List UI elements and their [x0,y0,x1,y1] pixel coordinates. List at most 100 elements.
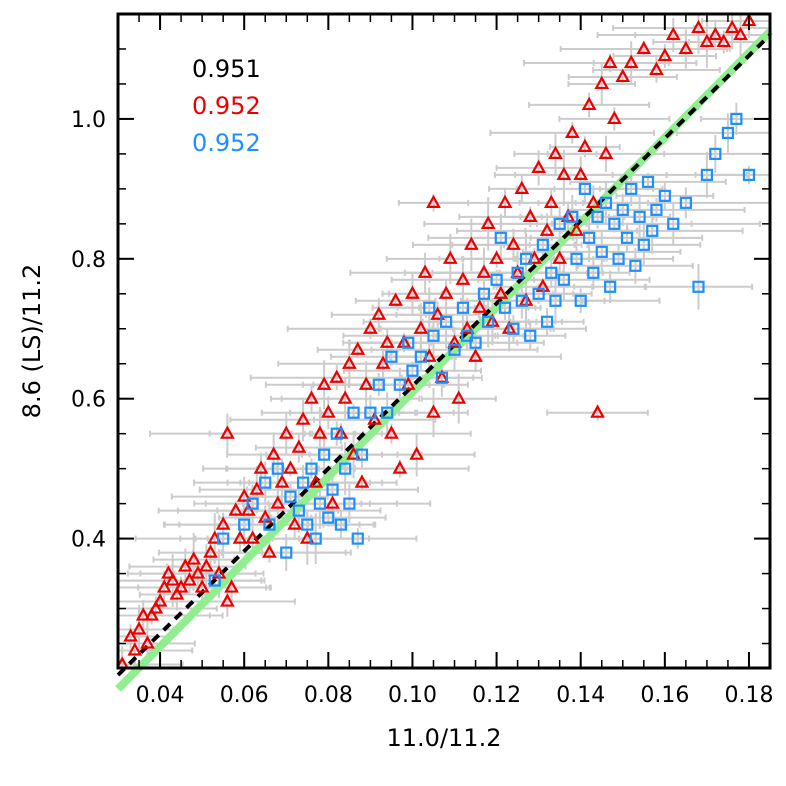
triangle-marker [585,194,601,208]
y-axis-title: 8.6 (LS)/11.2 [18,264,46,419]
square-marker [667,217,680,230]
triangle-marker [678,40,694,55]
triangle-marker [463,236,479,250]
triangle-marker [287,516,303,530]
triangle-marker [413,320,429,334]
square-marker [284,490,297,503]
x-tick-label: 0.06 [220,683,269,708]
triangle-marker [215,516,231,530]
square-marker [355,448,369,461]
triangle-marker [594,75,610,90]
triangle-marker [236,488,252,502]
triangle-marker [379,334,395,348]
triangle-marker [220,593,235,607]
triangle-marker [388,292,403,306]
triangle-marker [489,250,504,264]
triangle-marker [691,19,706,34]
square-marker [435,371,448,384]
triangle-marker [480,215,496,229]
triangle-marker [127,642,143,656]
square-marker [440,315,453,328]
triangle-marker [556,166,572,180]
square-marker [351,532,364,545]
square-marker [469,336,482,349]
triangle-marker [493,285,509,299]
square-marker [540,315,554,328]
triangle-marker [623,54,639,69]
square-marker [334,518,348,531]
square-marker [692,280,705,293]
square-marker [721,126,735,140]
square-marker [583,231,596,244]
square-marker [482,315,495,328]
square-marker [633,210,646,223]
triangle-marker [320,404,336,418]
triangle-marker [607,110,622,125]
triangle-marker [476,264,492,278]
square-marker [456,301,470,314]
square-marker [524,329,537,342]
triangle-marker [131,621,147,635]
square-marker [385,350,398,363]
triangle-marker [354,474,370,488]
square-marker [313,497,327,510]
square-marker [364,406,377,419]
triangle-marker [278,425,294,439]
square-marker [587,266,600,279]
square-marker [700,168,714,181]
triangle-marker [581,96,597,111]
square-marker [519,252,533,265]
triangle-marker [409,446,425,460]
triangle-marker [497,194,513,208]
triangle-marker [165,572,181,586]
square-marker [709,147,722,160]
square-marker [532,287,545,300]
triangle-marker [392,460,408,474]
triangle-marker [657,47,673,62]
square-marker [309,532,322,545]
square-marker [347,406,360,419]
x-tick-label: 0.18 [724,683,773,708]
square-marker [625,182,638,195]
y-tick-label: 0.4 [71,528,106,553]
y-tick-label: 1.0 [71,108,106,133]
triangle-marker [194,579,210,593]
triangle-marker [169,586,185,600]
triangle-marker [707,26,723,41]
fit-line-green [115,28,773,692]
triangle-marker [337,390,353,404]
y-tick-label: 0.8 [71,248,106,273]
square-marker [637,238,650,251]
triangle-marker [152,593,168,607]
triangle-marker [472,299,488,313]
square-marker [511,266,524,279]
correlation-label: 0.951 [192,55,261,83]
triangle-marker [341,355,357,369]
square-marker [292,504,305,517]
triangle-marker [459,320,475,334]
triangle-marker [245,530,260,544]
x-axis-title: 11.0/11.2 [387,724,502,752]
triangle-marker [615,68,631,83]
triangle-marker [186,551,202,565]
triangle-marker [548,145,563,159]
data-markers [118,14,757,668]
triangle-marker [514,180,530,194]
square-marker [372,378,385,391]
square-marker [608,217,621,230]
square-marker [238,518,251,531]
triangle-marker [543,194,559,208]
square-marker [574,294,587,307]
triangle-marker [636,40,652,55]
x-tick-label: 0.12 [472,683,521,708]
triangle-marker [283,460,298,474]
square-marker [427,329,440,342]
triangle-marker [140,635,155,649]
square-marker [406,364,419,377]
triangle-marker [577,138,593,152]
triangle-marker [451,390,467,404]
triangle-marker [274,474,290,488]
triangle-marker [506,236,521,250]
triangle-marker [198,558,214,572]
triangle-marker [699,33,715,48]
